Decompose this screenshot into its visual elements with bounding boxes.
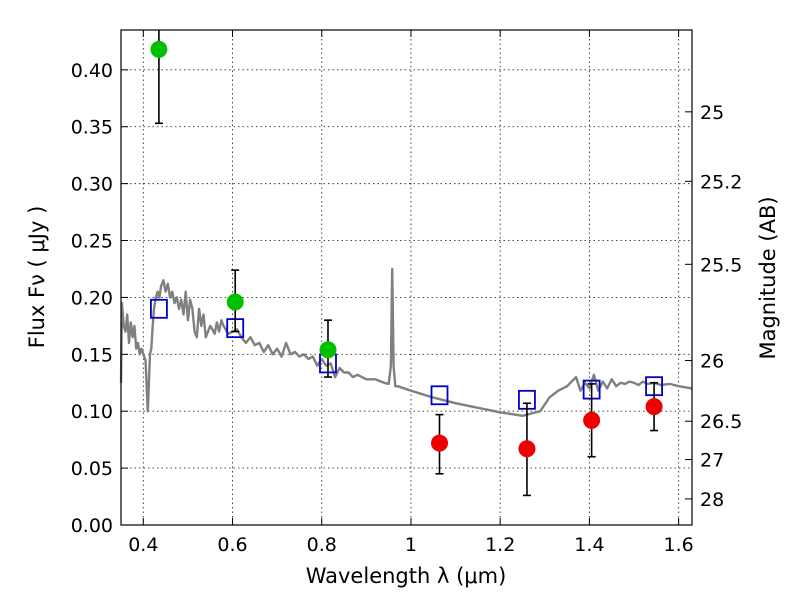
grid	[121, 30, 692, 526]
x-tick-label: 1.4	[574, 534, 604, 556]
data-point	[226, 293, 244, 311]
x-tick-label: 1	[405, 534, 417, 556]
model-spectrum	[119, 267, 693, 417]
x-tick-label: 1.6	[664, 534, 694, 556]
y-axis-title: Flux Fν ( μJy )	[25, 206, 49, 349]
y-tick-label: 0.10	[71, 401, 113, 423]
y2-tick-label: 28	[700, 489, 724, 511]
data-point	[583, 411, 601, 429]
x-tick-label: 0.4	[128, 534, 158, 556]
y2-tick-label: 25.2	[700, 171, 742, 193]
y2-tick-label: 26.5	[700, 411, 742, 433]
y-tick-label: 0.05	[71, 458, 113, 480]
model-flux-square	[430, 385, 449, 406]
y2-tick-label: 25	[700, 102, 724, 124]
y-tick-label: 0.20	[71, 287, 113, 309]
model-flux-square	[150, 298, 168, 319]
y-tick-label: 0.15	[71, 344, 113, 366]
y2-tick-label: 27	[700, 450, 724, 472]
y2-tick-label: 26	[700, 351, 724, 373]
data-point	[319, 341, 337, 359]
x-axis-title: Wavelength λ (μm)	[306, 564, 507, 588]
x-tick-label: 0.8	[307, 534, 337, 556]
data-point	[645, 398, 663, 416]
spectrum-line	[119, 267, 693, 417]
y2-axis: 25 25.2 25.5 26 26.5 27 28	[685, 102, 742, 511]
y-tick-label: 0.00	[71, 515, 113, 537]
y-tick-label: 0.35	[71, 117, 113, 139]
x-tick-label: 0.6	[217, 534, 247, 556]
data-point	[150, 40, 168, 58]
y-tick-label: 0.25	[71, 231, 113, 253]
plot-frame	[120, 29, 693, 526]
y-axis: 0.00 0.05 0.10 0.15 0.20 0.25 0.30 0.35 0.40	[71, 60, 128, 537]
y2-axis-title: Magnitude (AB)	[756, 196, 780, 359]
y-tick-label: 0.40	[71, 60, 113, 82]
x-axis: 0.4 0.6 0.8 1 1.2 1.4 1.6	[128, 30, 694, 556]
x-tick-label: 1.2	[485, 534, 515, 556]
y2-tick-label: 25.5	[700, 254, 742, 276]
observed-photometry	[150, 40, 663, 458]
y-tick-label: 0.30	[71, 174, 113, 196]
data-point	[518, 440, 536, 458]
data-point	[431, 434, 449, 452]
error-bars	[154, 30, 659, 497]
